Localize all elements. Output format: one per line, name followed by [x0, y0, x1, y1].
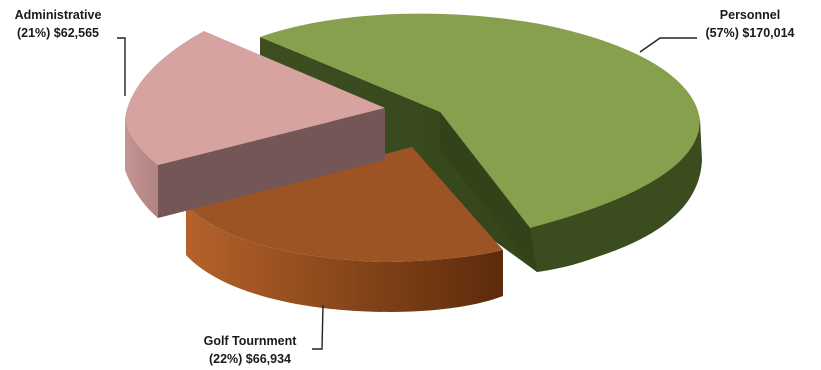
- pie-slice-administrative-cut: [158, 108, 385, 218]
- pie-slice-golf-tournment-top: [186, 147, 503, 262]
- pie-slice-golf-tournment: [186, 147, 503, 312]
- label-personnel-name: Personnel: [720, 8, 780, 22]
- label-personnel: Personnel (57%) $170,014: [706, 8, 795, 40]
- leader-line-administrative: [117, 37, 126, 96]
- label-administrative-name: Administrative: [15, 8, 102, 22]
- pie-slice-personnel: [260, 13, 702, 272]
- label-golf-tournment-name: Golf Tournment: [204, 334, 298, 348]
- leader-line-personnel: [639, 37, 697, 53]
- pie-slice-golf-tournment-side: [186, 205, 503, 312]
- label-golf-tournment-value: (22%) $66,934: [209, 352, 291, 366]
- pie-slice-personnel-front: [530, 120, 702, 272]
- label-golf-tournment: Golf Tournment (22%) $66,934: [204, 334, 298, 366]
- label-administrative: Administrative (21%) $62,565: [15, 8, 102, 40]
- pie-slice-personnel-top: [260, 13, 700, 229]
- pie-slice-administrative-top: [125, 31, 385, 165]
- pie-slice-administrative: [125, 31, 385, 218]
- label-administrative-value: (21%) $62,565: [17, 26, 99, 40]
- label-personnel-value: (57%) $170,014: [706, 26, 795, 40]
- pie-slice-administrative-side: [125, 118, 158, 218]
- pie-slice-personnel-cut: [440, 112, 537, 272]
- leader-line-golf-tournment: [312, 304, 324, 350]
